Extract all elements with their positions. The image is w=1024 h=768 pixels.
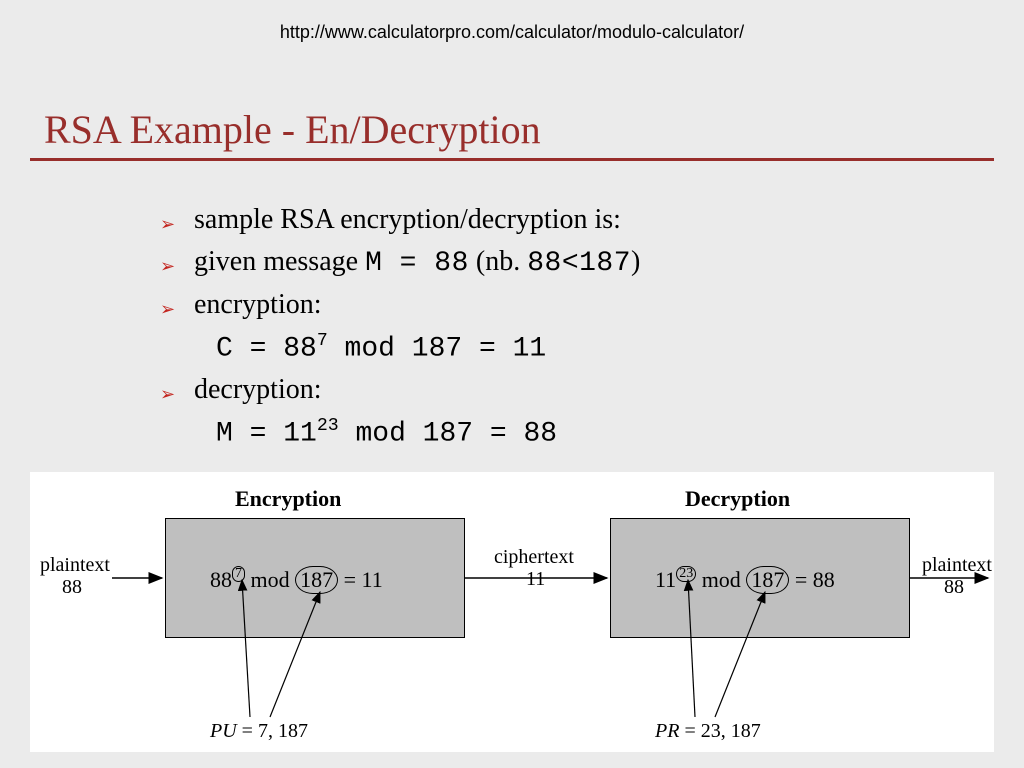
exponent-circled: 23 — [676, 566, 696, 582]
bullet-3: ➢ encryption: — [160, 289, 960, 321]
private-key-label: PR = 23, 187 — [655, 720, 761, 743]
pr-value: = 23, 187 — [679, 720, 760, 742]
superscript: 23 — [317, 416, 339, 436]
code: M = 88 — [365, 248, 469, 279]
text: M = 11 — [216, 419, 317, 450]
rsa-diagram: Encryption Decryption plaintext 88 ciphe… — [30, 472, 994, 752]
modulus-circled: 187 — [295, 566, 338, 594]
text: (nb. — [469, 246, 527, 277]
pr-italic: PR — [655, 720, 679, 742]
bullet-arrow-icon: ➢ — [160, 256, 194, 277]
exponent-circled: 7 — [232, 566, 245, 582]
ciphertext-value: 11 — [526, 568, 545, 591]
plaintext-out-value: 88 — [944, 576, 964, 599]
plaintext-out-label: plaintext — [922, 554, 992, 577]
pu-value: = 7, 187 — [237, 720, 308, 742]
text: mod 187 = 88 — [339, 419, 557, 450]
bullet-4: ➢ decryption: — [160, 374, 960, 406]
encryption-heading: Encryption — [235, 486, 341, 512]
bullet-2-text: given message M = 88 (nb. 88<187) — [194, 246, 640, 279]
superscript: 7 — [317, 331, 328, 351]
public-key-label: PU = 7, 187 — [210, 720, 308, 743]
dec-box-formula: 1123 mod 187 = 88 — [655, 566, 835, 594]
bullet-list: ➢ sample RSA encryption/decryption is: ➢… — [160, 204, 960, 460]
text: given message — [194, 246, 365, 277]
text: C = 88 — [216, 333, 317, 364]
bullet-arrow-icon: ➢ — [160, 299, 194, 320]
bullet-2: ➢ given message M = 88 (nb. 88<187) — [160, 246, 960, 279]
pu-italic: PU — [210, 720, 237, 742]
decryption-heading: Decryption — [685, 486, 790, 512]
text: mod 187 = 11 — [328, 333, 546, 364]
encryption-formula: C = 887 mod 187 = 11 — [216, 331, 960, 364]
enc-box-formula: 887 mod 187 = 11 — [210, 566, 383, 594]
plaintext-in-value: 88 — [62, 576, 82, 599]
modulus-circled: 187 — [746, 566, 789, 594]
code: 88<187 — [527, 248, 631, 279]
result: = 88 — [795, 567, 835, 592]
bullet-arrow-icon: ➢ — [160, 384, 194, 405]
result: = 11 — [344, 567, 383, 592]
ciphertext-label: ciphertext — [494, 546, 574, 569]
text: ) — [631, 246, 640, 277]
bullet-1-text: sample RSA encryption/decryption is: — [194, 204, 621, 236]
base: 88 — [210, 567, 232, 592]
bullet-1: ➢ sample RSA encryption/decryption is: — [160, 204, 960, 236]
header-url: http://www.calculatorpro.com/calculator/… — [0, 22, 1024, 43]
plaintext-in-label: plaintext — [40, 554, 110, 577]
slide-title: RSA Example - En/Decryption — [44, 106, 541, 153]
bullet-4-text: decryption: — [194, 374, 322, 406]
bullet-3-text: encryption: — [194, 289, 322, 321]
bullet-arrow-icon: ➢ — [160, 214, 194, 235]
base: 11 — [655, 567, 676, 592]
decryption-formula: M = 1123 mod 187 = 88 — [216, 416, 960, 449]
title-rule — [30, 158, 994, 161]
